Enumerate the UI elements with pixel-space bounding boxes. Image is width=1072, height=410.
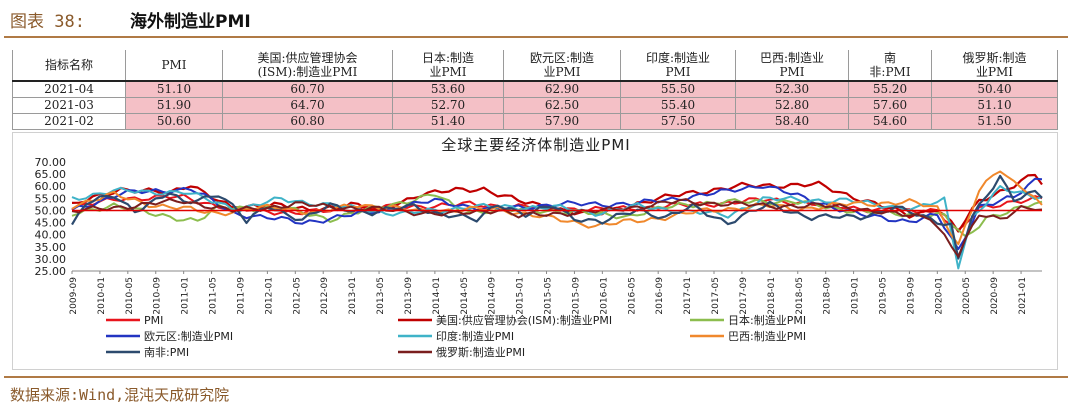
x-tick-label: 2018-05	[795, 277, 805, 315]
x-tick-label: 2010-09	[153, 277, 163, 315]
x-tick-label: 2013-05	[376, 277, 386, 315]
cell-value: 51.40	[392, 113, 504, 130]
cell-value: 51.10	[125, 80, 223, 98]
x-tick-label: 2017-05	[711, 277, 721, 315]
series-line-5	[71, 185, 1043, 270]
y-tick-label: 45.00	[35, 217, 67, 230]
cell-value: 55.40	[620, 97, 736, 114]
table-header-row: 指标名称 PMI 美国:供应管理协会 (ISM):制造业PMI 日本:制造 业PMI…	[12, 50, 1058, 82]
x-tick-label: 2019-05	[878, 277, 888, 315]
x-tick-label: 2019-01	[851, 277, 861, 315]
y-tick-label: 55.00	[35, 192, 67, 205]
cell-value: 64.70	[222, 97, 393, 114]
cell-value: 50.60	[125, 113, 223, 130]
header-cell-brazil: 巴西:制造业 PMI	[735, 50, 849, 82]
series-line-8	[71, 198, 1043, 258]
legend-label: 南非:PMI	[144, 346, 189, 359]
row-date: 2021-02	[12, 113, 126, 130]
pmi-line-chart: 70.0065.0060.0055.0050.0045.0040.0035.00…	[35, 156, 1043, 359]
x-tick-label: 2020-01	[934, 277, 944, 315]
header-cell-us-ism: 美国:供应管理协会 (ISM):制造业PMI	[222, 50, 393, 82]
y-tick-label: 30.00	[35, 253, 67, 266]
y-tick-label: 40.00	[35, 229, 67, 242]
figure-header: 图表 38: 海外制造业PMI	[0, 0, 1072, 38]
x-tick-label: 2020-05	[962, 277, 972, 315]
figure-label: 图表 38:	[10, 12, 85, 32]
legend-label: 俄罗斯:制造业PMI	[436, 345, 525, 359]
cell-value: 52.80	[735, 97, 849, 114]
cell-value: 51.50	[931, 113, 1058, 130]
header-cell-japan: 日本:制造 业PMI	[392, 50, 504, 82]
x-tick-label: 2013-09	[404, 277, 414, 315]
header-cell-south-africa: 南非:PMI	[848, 50, 932, 82]
cell-value: 62.90	[503, 80, 621, 98]
cell-value: 57.90	[503, 113, 621, 130]
x-tick-label: 2014-05	[460, 277, 470, 315]
source-note: 数据来源:Wind,混沌天成研究院	[10, 386, 230, 404]
x-tick-label: 2011-01	[181, 277, 191, 315]
chart-frame	[12, 132, 1058, 370]
cell-value: 52.70	[392, 97, 504, 114]
legend-label: PMI	[144, 314, 163, 327]
table-row: 2021-04 51.10 60.70 53.60 62.90 55.50 52…	[12, 80, 1058, 98]
header-cell-india: 印度:制造业 PMI	[620, 50, 736, 82]
x-tick-label: 2014-01	[432, 277, 442, 315]
cell-value: 57.50	[620, 113, 736, 130]
x-tick-label: 2012-09	[320, 277, 330, 315]
y-tick-label: 70.00	[35, 156, 67, 169]
x-tick-label: 2013-01	[348, 277, 358, 315]
cell-value: 51.10	[931, 97, 1058, 114]
cell-value: 62.50	[503, 97, 621, 114]
series-line-7	[71, 174, 1043, 260]
cell-value: 55.50	[620, 80, 736, 98]
legend-label: 美国:供应管理协会(ISM):制造业PMI	[436, 313, 612, 327]
x-tick-label: 2016-05	[627, 277, 637, 315]
header-cell-russia: 俄罗斯:制造 业PMI	[931, 50, 1058, 82]
y-tick-label: 25.00	[35, 265, 67, 278]
header-cell-pmi: PMI	[125, 50, 223, 82]
x-tick-label: 2014-09	[488, 277, 498, 315]
cell-value: 50.40	[931, 80, 1058, 98]
header-cell-indicator: 指标名称	[12, 50, 126, 82]
chart-title: 全球主要经济体制造业PMI	[441, 136, 631, 154]
x-tick-label: 2016-09	[655, 277, 665, 315]
bottom-rule	[4, 376, 1068, 378]
x-tick-label: 2012-01	[264, 277, 274, 315]
x-tick-label: 2015-01	[516, 277, 526, 315]
x-tick-label: 2017-01	[683, 277, 693, 315]
figure-title: 海外制造业PMI	[130, 12, 251, 32]
x-tick-label: 2018-01	[767, 277, 777, 315]
top-rule	[4, 36, 1068, 38]
y-tick-label: 65.00	[35, 168, 67, 181]
legend-label: 日本:制造业PMI	[728, 313, 806, 327]
cell-value: 54.60	[848, 113, 932, 130]
y-tick-label: 60.00	[35, 180, 67, 193]
x-tick-label: 2015-09	[571, 277, 581, 315]
x-tick-label: 2018-09	[823, 277, 833, 315]
x-tick-label: 2017-09	[739, 277, 749, 315]
legend-label: 欧元区:制造业PMI	[144, 329, 233, 343]
cell-value: 60.80	[222, 113, 393, 130]
x-tick-label: 2012-05	[292, 277, 302, 315]
y-tick-label: 35.00	[35, 241, 67, 254]
x-tick-label: 2020-09	[990, 277, 1000, 315]
legend-label: 印度:制造业PMI	[436, 329, 514, 343]
y-tick-label: 50.00	[35, 204, 67, 217]
x-tick-label: 2015-05	[544, 277, 554, 315]
header-cell-eurozone: 欧元区:制造 业PMI	[503, 50, 621, 82]
x-tick-label: 2011-05	[209, 277, 219, 315]
x-tick-label: 2019-09	[906, 277, 916, 315]
cell-value: 51.90	[125, 97, 223, 114]
pmi-table: 指标名称 PMI 美国:供应管理协会 (ISM):制造业PMI 日本:制造 业PMI…	[12, 50, 1058, 130]
x-tick-label: 2011-09	[236, 277, 246, 315]
x-tick-label: 2016-01	[599, 277, 609, 315]
x-tick-label: 2010-01	[97, 277, 107, 315]
legend-label: 巴西:制造业PMI	[728, 329, 806, 343]
table-row: 2021-02 50.60 60.80 51.40 57.90 57.50 58…	[12, 113, 1058, 130]
x-tick-label: 2021-01	[1018, 277, 1028, 315]
x-tick-label: 2009-09	[69, 277, 79, 315]
x-tick-label: 2010-05	[125, 277, 135, 315]
